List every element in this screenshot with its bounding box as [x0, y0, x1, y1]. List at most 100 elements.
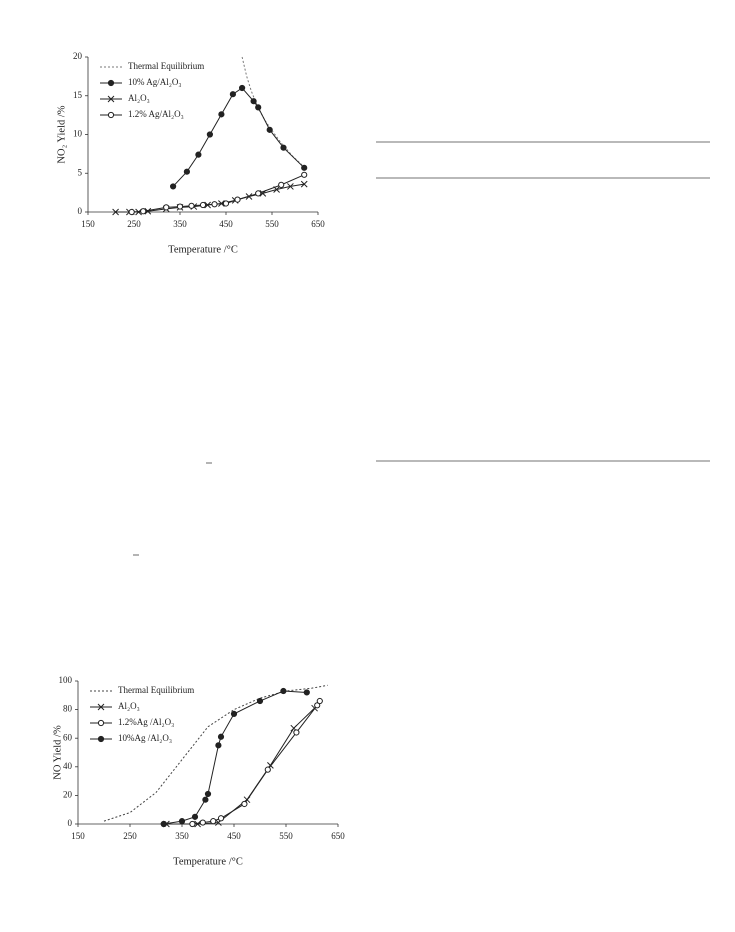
series-line [241, 56, 305, 168]
series-line [163, 700, 321, 825]
marker [230, 710, 238, 717]
x-tick-label: 150 [71, 831, 85, 841]
marker [215, 742, 222, 749]
marker [241, 800, 248, 808]
marker [234, 196, 241, 203]
marker [128, 208, 135, 216]
marker-stroke [194, 820, 201, 828]
series-line [163, 690, 307, 825]
marker [255, 190, 262, 197]
marker [314, 702, 321, 709]
marker-stroke [107, 95, 115, 103]
marker [107, 95, 115, 103]
x-axis-title: Temperature /°C [168, 244, 238, 255]
y-tick-label: 20 [73, 51, 83, 61]
marker [97, 703, 105, 711]
marker [188, 202, 195, 209]
marker [191, 813, 199, 820]
marker [239, 84, 246, 92]
marker [195, 151, 202, 158]
series-line [131, 174, 305, 213]
y-tick-label: 20 [63, 789, 73, 799]
y-tick-label: 80 [63, 704, 73, 714]
legend-label: 10%Ag /Al₂O₃ [118, 733, 172, 743]
legend-label: Al₂O₃ [128, 93, 150, 103]
marker [206, 131, 213, 138]
marker [178, 818, 186, 825]
x-tick-label: 450 [227, 831, 241, 841]
marker [199, 819, 206, 826]
y-tick-label: 5 [78, 167, 83, 177]
marker [300, 180, 308, 188]
x-tick-label: 150 [81, 219, 95, 229]
y-tick-label: 10 [73, 129, 83, 139]
marker [163, 204, 170, 211]
marker [280, 144, 287, 151]
marker [144, 207, 152, 215]
series-line [172, 87, 305, 187]
y-tick-label: 40 [63, 761, 73, 771]
marker-stroke [290, 724, 298, 732]
marker [287, 183, 294, 190]
marker [229, 91, 236, 98]
marker-stroke [287, 183, 294, 190]
marker-stroke [97, 703, 105, 711]
y-tick-label: 60 [63, 732, 73, 742]
marker [301, 164, 308, 171]
y-axis-title: NO₂ Yield /% [56, 105, 67, 163]
x-tick-label: 250 [123, 831, 137, 841]
marker [199, 201, 207, 209]
legend-label: Al₂O₃ [118, 701, 140, 711]
x-tick-label: 650 [311, 219, 325, 229]
marker [218, 111, 225, 118]
x-tick-label: 550 [265, 219, 279, 229]
x-tick-label: 550 [279, 831, 293, 841]
legend-label: 1.2% Ag/Al₂O₃ [128, 109, 184, 119]
marker [97, 719, 105, 727]
marker [140, 208, 147, 215]
marker [280, 687, 287, 695]
marker [183, 168, 190, 175]
marker [266, 126, 273, 133]
marker [264, 766, 271, 773]
x-tick-label: 650 [331, 831, 345, 841]
marker [255, 104, 262, 111]
marker [293, 729, 300, 736]
x-tick-label: 450 [219, 219, 233, 229]
marker [204, 790, 212, 798]
marker [278, 181, 285, 188]
marker [222, 200, 230, 207]
marker [189, 820, 196, 828]
marker [217, 733, 225, 740]
marker [217, 815, 225, 822]
marker [194, 820, 201, 828]
marker [210, 818, 217, 825]
marker-stroke [112, 208, 119, 216]
x-tick-label: 350 [175, 831, 189, 841]
marker-stroke [273, 186, 280, 193]
legend-label: Thermal Equilibrium [118, 685, 194, 695]
marker [301, 171, 308, 178]
legend-label: 10% Ag/Al₂O₃ [128, 77, 182, 87]
marker [303, 689, 310, 696]
marker [112, 208, 119, 216]
legend-label: 1.2%Ag /Al₂O₃ [118, 717, 174, 727]
marker [176, 203, 184, 210]
y-tick-label: 15 [73, 90, 83, 100]
marker [107, 111, 115, 119]
x-tick-label: 350 [173, 219, 187, 229]
marker [202, 796, 209, 803]
marker-stroke [300, 180, 308, 188]
marker [97, 735, 105, 743]
legend-label: Thermal Equilibrium [128, 61, 204, 71]
x-axis-title: Temperature /°C [173, 856, 243, 867]
marker [256, 697, 264, 705]
y-axis-title: NO Yield /% [52, 725, 63, 780]
y-tick-label: 0 [68, 818, 73, 828]
marker [107, 79, 115, 87]
x-tick-label: 250 [127, 219, 141, 229]
marker [211, 201, 218, 208]
marker [316, 697, 323, 705]
